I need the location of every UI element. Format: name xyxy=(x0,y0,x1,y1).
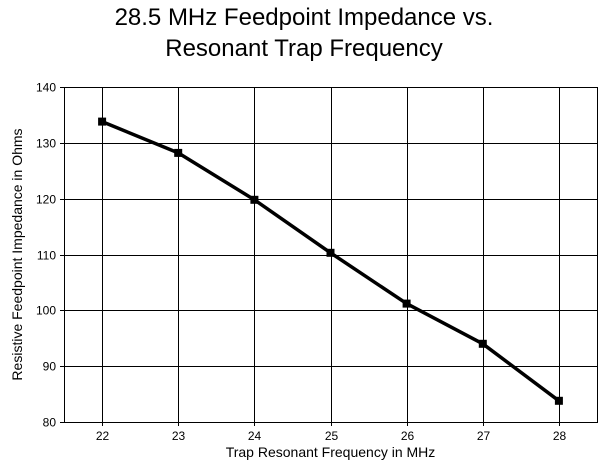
y-tick-label: 110 xyxy=(37,249,56,263)
x-tick-label: 26 xyxy=(401,429,415,443)
x-axis-ticks: 22 23 24 25 26 27 28 xyxy=(96,422,567,443)
data-point-marker xyxy=(478,339,487,348)
data-point-marker xyxy=(174,148,183,157)
data-point-marker xyxy=(326,248,335,257)
x-tick-label: 24 xyxy=(248,429,262,443)
x-tick-label: 25 xyxy=(325,429,339,443)
y-tick-label: 80 xyxy=(43,416,57,430)
y-axis-ticks: 80 90 100 110 120 130 140 xyxy=(36,81,64,430)
x-tick-label: 28 xyxy=(553,429,567,443)
y-axis-title: Resistive Feedpoint Impedance in Ohms xyxy=(9,128,25,380)
series-line xyxy=(101,119,560,403)
data-point-marker xyxy=(98,117,107,126)
data-point-marker xyxy=(250,195,259,204)
y-tick-label: 120 xyxy=(36,193,56,207)
x-axis-title: Trap Resonant Frequency in MHz xyxy=(226,444,436,460)
y-tick-label: 90 xyxy=(43,360,57,374)
series-group xyxy=(98,117,563,405)
chart-title: 28.5 MHz Feedpoint Impedance vs. Resonan… xyxy=(0,2,608,64)
y-tick-label: 100 xyxy=(36,304,56,318)
chart-title-line-1: 28.5 MHz Feedpoint Impedance vs. xyxy=(114,4,494,31)
y-tick-label: 140 xyxy=(36,81,56,95)
x-tick-label: 27 xyxy=(477,429,491,443)
x-tick-label: 23 xyxy=(172,429,186,443)
x-tick-label: 22 xyxy=(96,429,110,443)
data-point-marker xyxy=(402,299,411,308)
data-point-marker xyxy=(554,396,563,405)
y-tick-label: 130 xyxy=(36,137,56,151)
chart-title-line-2: Resonant Trap Frequency xyxy=(165,35,443,62)
